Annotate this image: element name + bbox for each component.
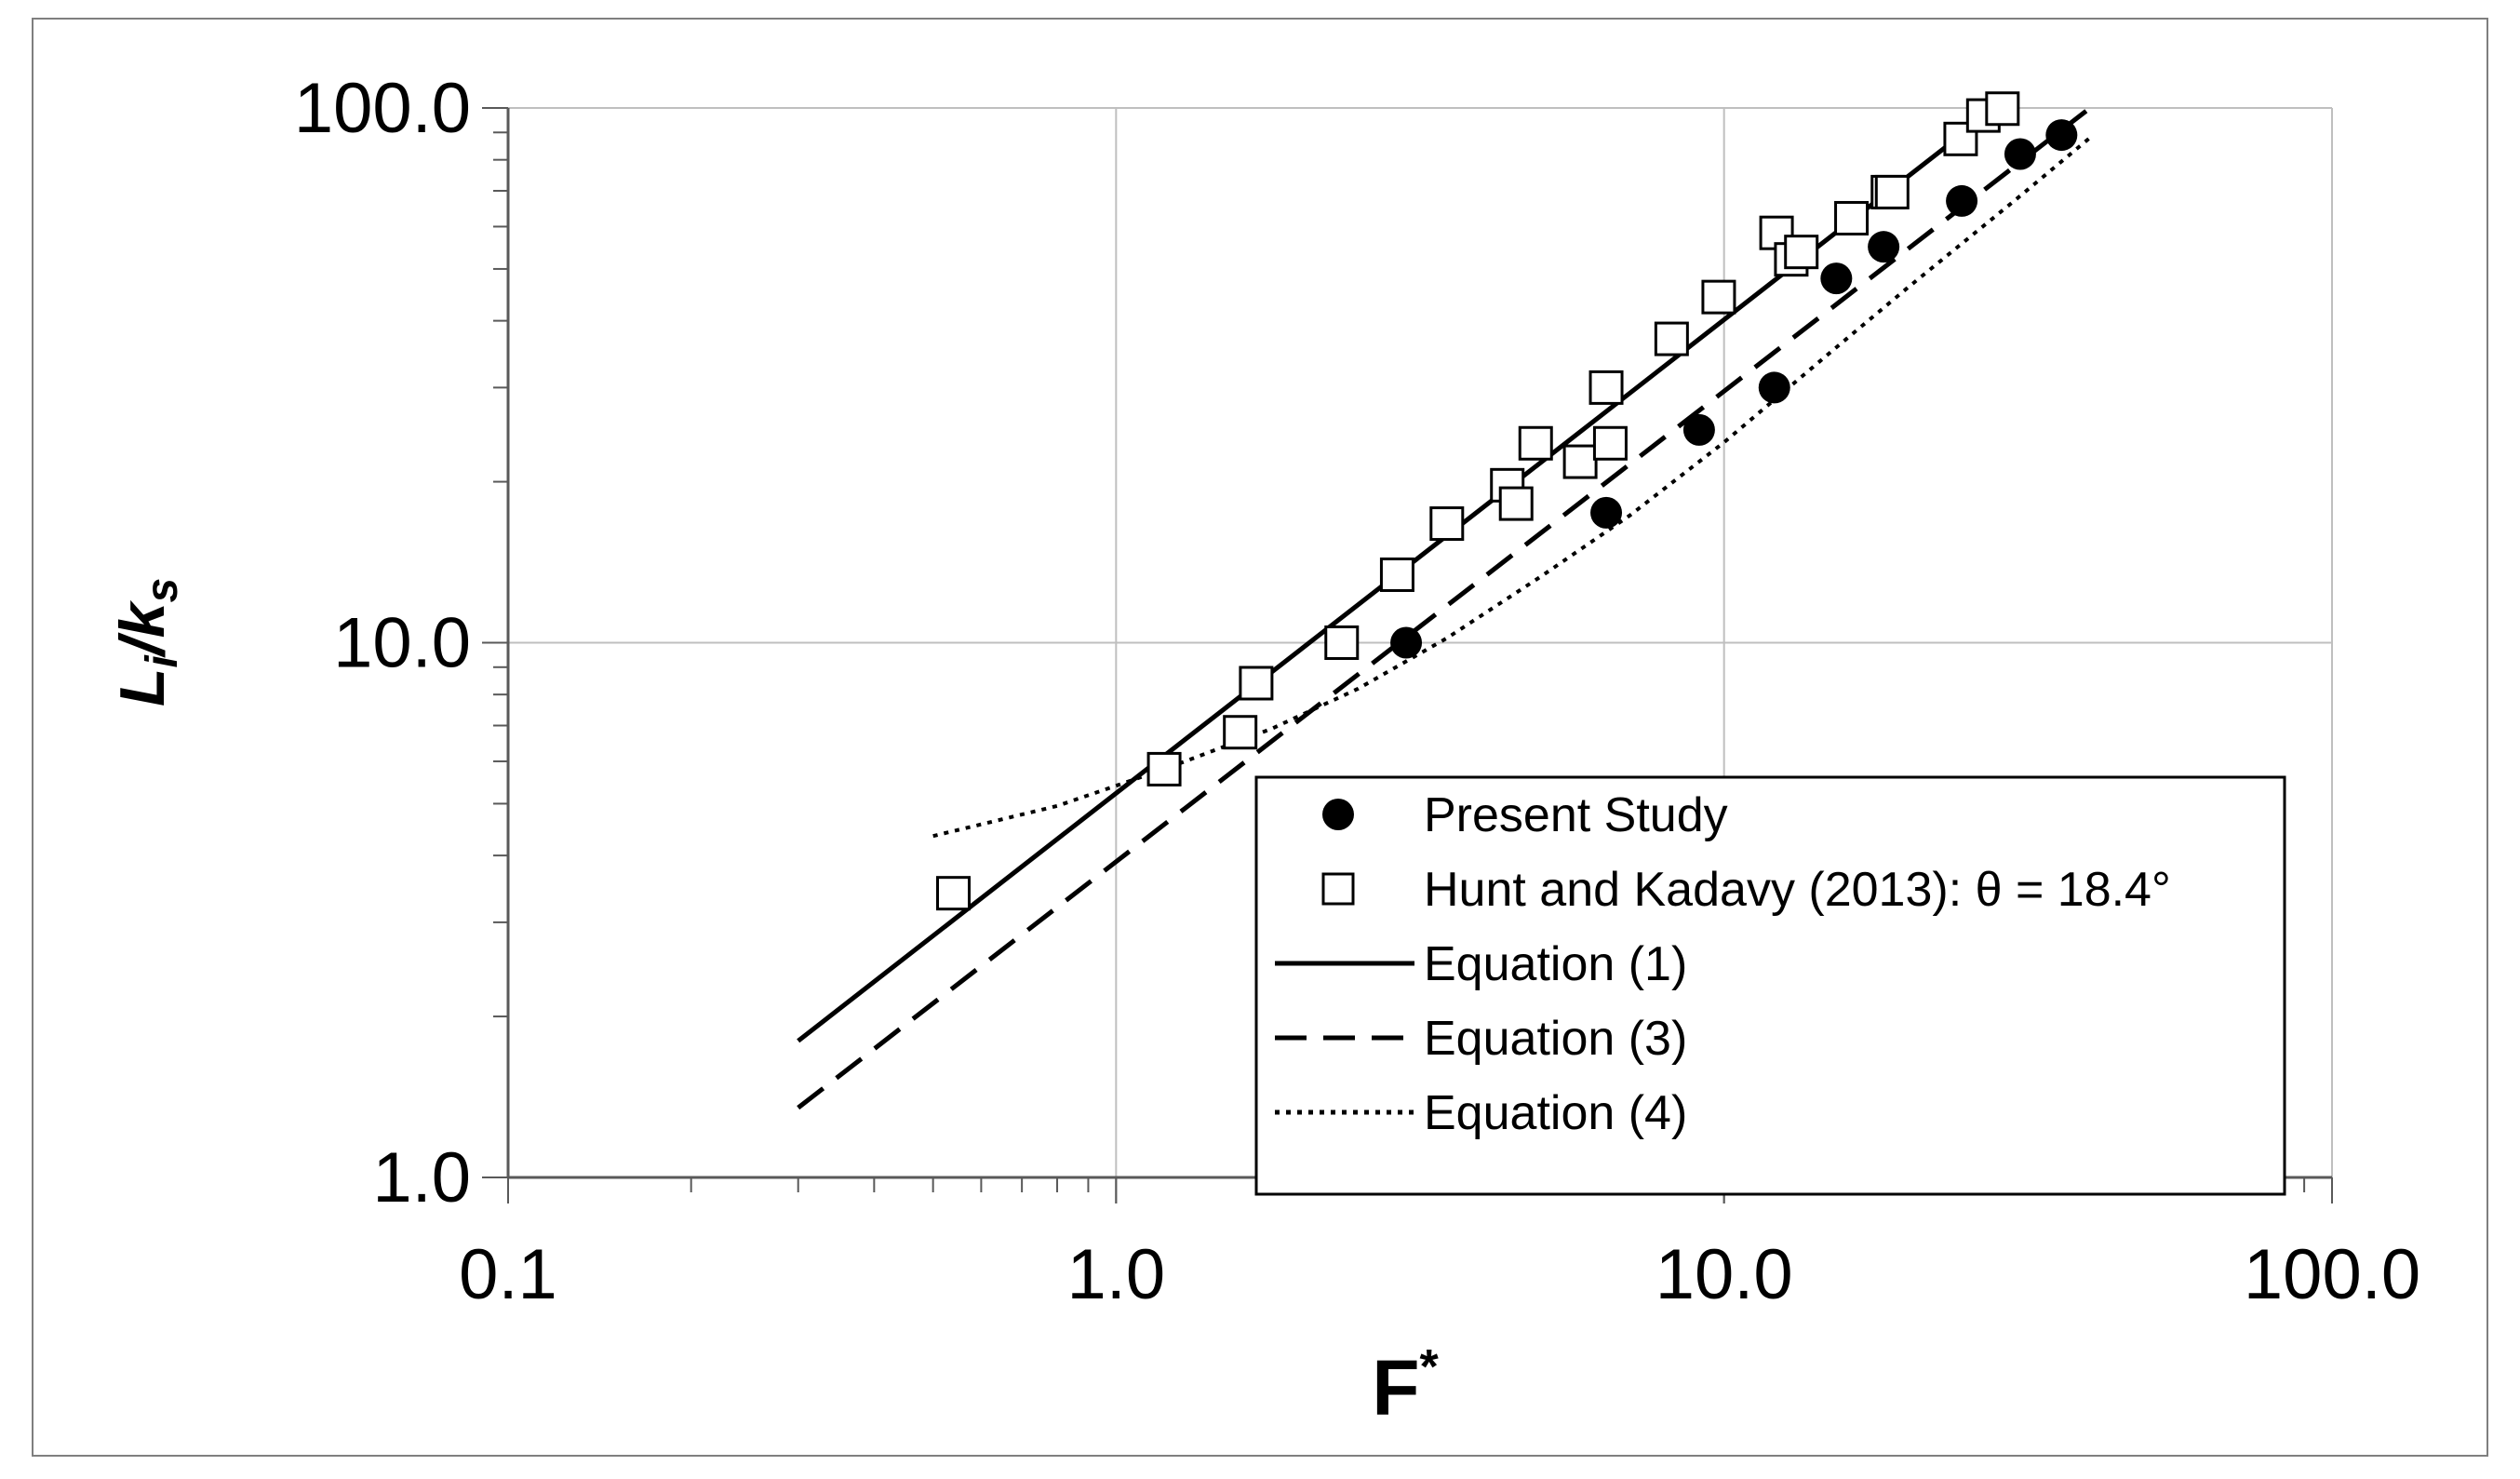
data-point-present-study: [1758, 371, 1790, 404]
data-point-hunt-kadavy: [1324, 625, 1360, 660]
data-point-hunt-kadavy: [1146, 751, 1182, 787]
legend-marker-present-study: [1322, 799, 1354, 830]
data-point-hunt-kadavy: [1429, 506, 1465, 542]
x-tick-label: 10.0: [1655, 1235, 1793, 1314]
chart-frame: [32, 18, 2488, 1457]
data-point-present-study: [1946, 184, 1978, 217]
y-tick-label: 100.0: [294, 69, 471, 148]
y-tick-label: 10.0: [333, 604, 471, 683]
x-tick-label: 100.0: [2244, 1235, 2420, 1314]
data-point-hunt-kadavy: [1784, 235, 1819, 270]
data-point-hunt-kadavy: [1985, 91, 2020, 127]
data-point-hunt-kadavy: [1654, 321, 1689, 356]
data-point-present-study: [1682, 413, 1715, 446]
x-tick-label: 0.1: [459, 1235, 557, 1314]
data-point-hunt-kadavy: [1379, 557, 1414, 592]
data-point-present-study: [1868, 231, 1900, 263]
data-point-hunt-kadavy: [1239, 666, 1274, 701]
data-point-hunt-kadavy: [1223, 715, 1258, 750]
legend: Present Study Hunt and Kadavy (2013): θ =…: [1254, 775, 2286, 1196]
data-point-hunt-kadavy: [1701, 279, 1736, 315]
data-point-hunt-kadavy: [1834, 200, 1870, 235]
data-point-hunt-kadavy: [1592, 425, 1628, 461]
data-point-hunt-kadavy: [1588, 370, 1624, 405]
legend-box: [1254, 775, 2286, 1196]
legend-label: Equation (3): [1424, 1012, 1687, 1066]
data-point-present-study: [1390, 626, 1423, 659]
series-line-equation-4: [932, 136, 2092, 839]
y-tick-label: 1.0: [372, 1138, 471, 1217]
data-point-present-study: [1820, 262, 1853, 295]
legend-label: Equation (4): [1424, 1086, 1687, 1140]
data-point-present-study: [2045, 119, 2078, 152]
x-tick-label: 1.0: [1067, 1235, 1166, 1314]
data-point-hunt-kadavy: [1518, 425, 1553, 461]
data-point-hunt-kadavy: [935, 876, 971, 911]
series-line-equation-3: [797, 106, 2092, 1110]
plot-series: [797, 91, 2092, 1110]
legend-label: Equation (1): [1424, 937, 1687, 991]
data-point-hunt-kadavy: [1562, 444, 1598, 479]
y-tick-labels: 1.0 10.0 100.0: [294, 69, 471, 1217]
legend-label: Hunt and Kadavy (2013): θ = 18.4°: [1424, 863, 2171, 917]
legend-marker-hunt-kadavy: [1321, 872, 1355, 906]
x-axis-title: F*: [1372, 1340, 1439, 1432]
legend-label: Present Study: [1424, 788, 1728, 842]
data-point-hunt-kadavy: [1874, 174, 1910, 209]
data-point-present-study: [1590, 496, 1623, 529]
y-axis-title: Li/ks: [107, 578, 187, 706]
data-point-hunt-kadavy: [1498, 486, 1534, 521]
data-point-present-study: [2004, 138, 2036, 170]
x-tick-labels: 0.1 1.0 10.0 100.0: [459, 1235, 2420, 1314]
